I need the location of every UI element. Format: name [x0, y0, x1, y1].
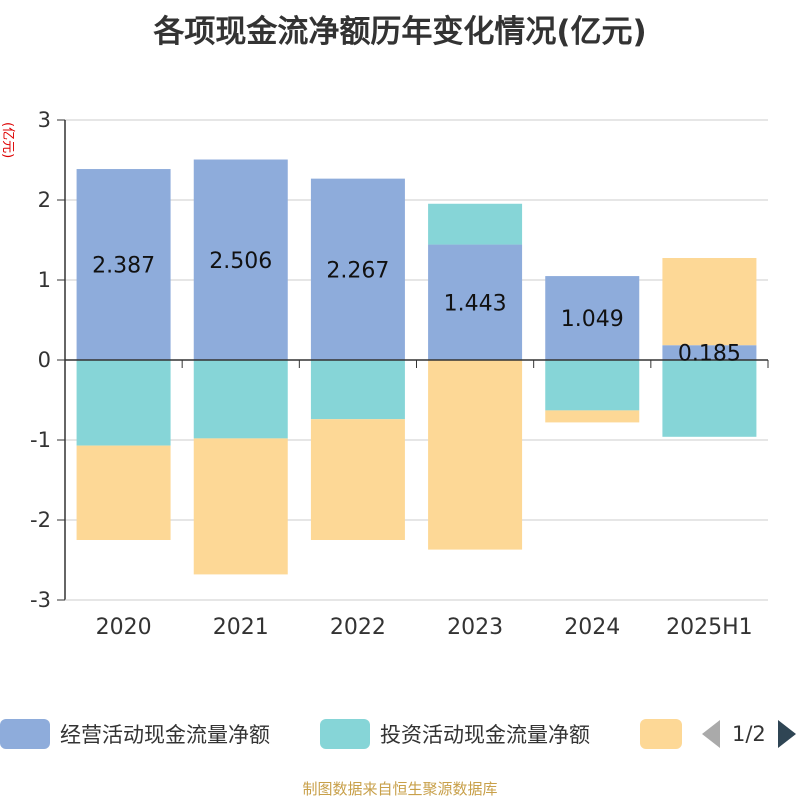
source-note: 制图数据来自恒生聚源数据库	[302, 780, 498, 798]
bar-operating-2024	[545, 276, 640, 360]
legend-pager: 1/2	[702, 714, 796, 754]
bar-financing-2022	[310, 419, 405, 540]
bar-financing-2020	[76, 445, 171, 540]
legend-swatch-investing	[320, 719, 370, 749]
legend-label-operating: 经营活动现金流量净额	[60, 723, 270, 747]
chart-title: 各项现金流净额历年变化情况(亿元)	[153, 14, 647, 50]
y-tick-label: -2	[30, 508, 51, 532]
y-tick-label: -3	[30, 588, 51, 612]
legend-label-investing: 投资活动现金流量净额	[380, 723, 590, 747]
bar-operating-2025H1	[662, 345, 757, 360]
bar-investing-2024	[545, 360, 640, 411]
bar-operating-2020	[76, 169, 171, 360]
y-axis-label: (亿元)	[0, 122, 15, 158]
bar-operating-2021	[193, 159, 288, 360]
x-tick-label: 2021	[213, 615, 269, 640]
bar-operating-2022	[310, 178, 405, 360]
y-tick-label: 0	[38, 348, 51, 372]
data-label-operating: 2.267	[326, 258, 389, 283]
bar-investing-2020	[76, 360, 171, 446]
bar-operating-2023	[428, 244, 523, 360]
y-tick-label: -1	[30, 428, 51, 452]
y-tick-label: 3	[38, 108, 51, 132]
x-tick-label: 2023	[447, 615, 503, 640]
legend-prev-page-icon[interactable]	[702, 720, 720, 748]
x-tick-label: 2022	[330, 615, 386, 640]
legend: 经营活动现金流量净额 投资活动现金流量净额	[0, 714, 800, 754]
data-label-operating: 1.443	[444, 291, 507, 316]
bar-financing-2025H1	[662, 258, 757, 346]
x-tick-label: 2025H1	[666, 615, 753, 640]
legend-item-financing[interactable]	[640, 714, 682, 754]
x-tick-label: 2020	[96, 615, 152, 640]
data-label-operating: 2.506	[209, 249, 272, 274]
bar-investing-2025H1	[662, 360, 757, 437]
bar-investing-2022	[310, 360, 405, 420]
bar-financing-2023	[428, 360, 523, 550]
data-label-operating: 2.387	[92, 254, 155, 279]
legend-page-indicator: 1/2	[732, 722, 766, 746]
bar-financing-2024	[545, 410, 640, 423]
x-tick-label: 2024	[564, 615, 620, 640]
data-label-operating: 1.049	[561, 307, 624, 332]
legend-swatch-operating	[0, 719, 50, 749]
legend-swatch-financing	[640, 719, 682, 749]
bar-investing-2021	[193, 360, 288, 439]
legend-item-operating[interactable]: 经营活动现金流量净额	[0, 714, 270, 754]
bar-investing-2023	[428, 203, 523, 245]
data-label-operating: 0.185	[678, 342, 741, 367]
legend-next-page-icon[interactable]	[777, 720, 796, 748]
y-tick-label: 2	[38, 188, 51, 212]
y-tick-label: 1	[38, 268, 51, 292]
legend-item-investing[interactable]: 投资活动现金流量净额	[320, 714, 590, 754]
bar-financing-2021	[193, 438, 288, 575]
